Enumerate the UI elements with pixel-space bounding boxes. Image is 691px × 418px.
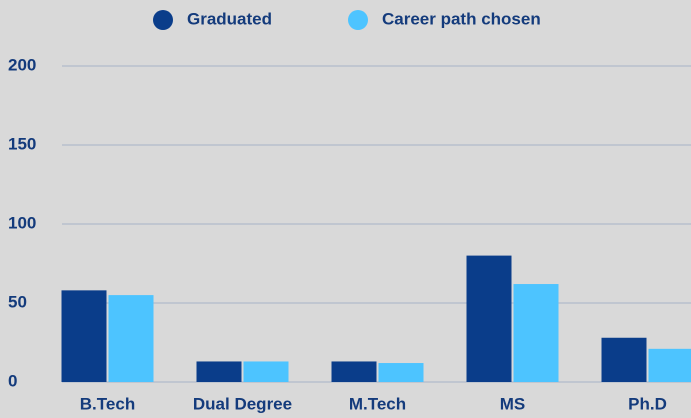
bar <box>601 337 647 382</box>
legend-label: Graduated <box>187 9 272 28</box>
bar <box>331 361 377 382</box>
y-tick-label: 50 <box>8 292 27 311</box>
bar <box>243 361 289 382</box>
x-tick-label: MS <box>500 394 526 413</box>
y-tick-label: 150 <box>8 134 36 153</box>
y-tick-label: 200 <box>8 55 36 74</box>
legend-label: Career path chosen <box>382 9 541 28</box>
bar <box>108 295 154 382</box>
bar <box>61 290 107 382</box>
legend-swatch <box>348 10 368 30</box>
bar <box>378 363 424 382</box>
bar <box>466 255 512 382</box>
x-tick-label: M.Tech <box>349 394 406 413</box>
x-tick-label: Dual Degree <box>193 394 292 413</box>
bar <box>648 348 691 382</box>
bar <box>196 361 242 382</box>
legend-swatch <box>153 10 173 30</box>
x-tick-label: B.Tech <box>80 394 135 413</box>
bar <box>513 284 559 382</box>
x-tick-label: Ph.D <box>628 394 667 413</box>
y-tick-label: 100 <box>8 213 36 232</box>
y-tick-label: 0 <box>8 371 17 390</box>
